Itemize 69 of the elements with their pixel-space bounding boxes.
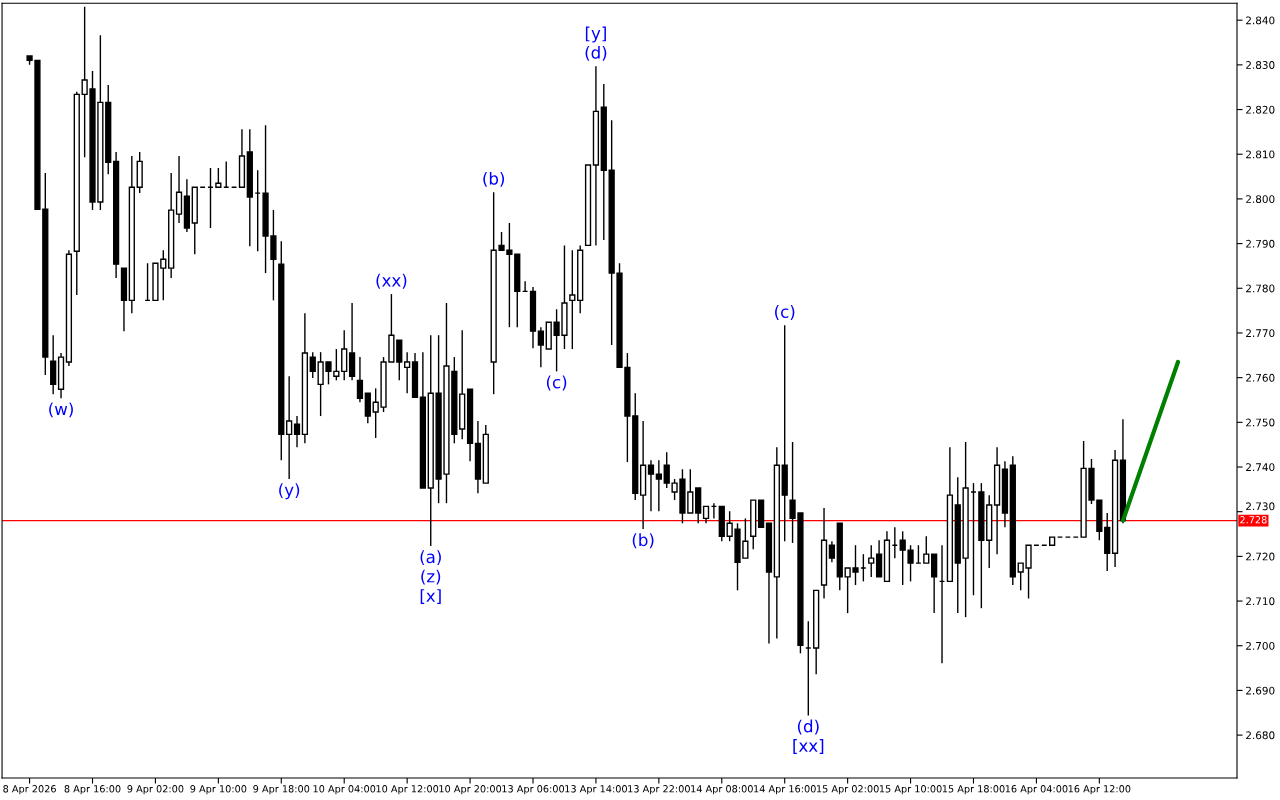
- candlestick: [293, 415, 301, 449]
- candlestick: [348, 302, 356, 382]
- y-tick-label: 2.720: [1246, 552, 1275, 561]
- y-tick-label: 2.770: [1246, 329, 1275, 338]
- x-tick-label: 10 Apr 04:00: [313, 785, 376, 795]
- candlestick: [404, 351, 411, 394]
- x-tick-label: 10 Apr 20:00: [439, 785, 502, 795]
- x-tick-label: 16 Apr 04:00: [1005, 785, 1068, 795]
- y-tick-label: 2.820: [1246, 105, 1275, 114]
- candlestick: [356, 356, 364, 403]
- candlestick: [923, 535, 930, 564]
- y-tick-label: 2.750: [1246, 418, 1275, 427]
- annotation: (a): [420, 550, 441, 566]
- x-tick-label: 14 Apr 16:00: [754, 785, 816, 795]
- candlestick: [175, 155, 183, 224]
- x-tick-label: 15 Apr 10:00: [879, 785, 942, 795]
- x-tick-label: 13 Apr 14:00: [565, 785, 627, 795]
- annotation: (c): [546, 375, 567, 391]
- y-tick-label: 2.780: [1246, 284, 1275, 293]
- annotation: (z): [421, 569, 441, 585]
- annotation: (d): [797, 719, 819, 735]
- y-tick-label: 2.790: [1246, 239, 1275, 248]
- candlestick: [341, 329, 348, 382]
- annotation: (b): [483, 171, 505, 187]
- annotation: (b): [632, 533, 654, 549]
- ref-line-label: 2.728: [1240, 516, 1267, 524]
- annotation: (w): [49, 402, 73, 418]
- x-tick-label: 8 Apr 2026: [3, 785, 56, 795]
- annotation: [x]: [420, 589, 441, 605]
- x-tick-label: 8 Apr 16:00: [64, 785, 121, 795]
- candlestick: [569, 249, 576, 350]
- candlestick: [868, 544, 875, 578]
- candlestick: [364, 392, 371, 424]
- y-tick-label: 2.760: [1246, 373, 1275, 382]
- y-tick-label: 2.700: [1246, 641, 1275, 650]
- x-tick-label: 9 Apr 10:00: [190, 785, 247, 795]
- x-tick-label: 16 Apr 12:00: [1068, 785, 1131, 795]
- y-tick-label: 2.710: [1246, 597, 1275, 606]
- y-tick-label: 2.680: [1246, 731, 1275, 740]
- candlestick: [647, 459, 655, 512]
- candlestick: [931, 553, 938, 614]
- y-tick-label: 2.690: [1246, 686, 1275, 695]
- annotation: (d): [585, 45, 607, 61]
- candlestick: [50, 334, 57, 395]
- x-tick-label: 13 Apr 06:00: [502, 785, 565, 795]
- x-tick-label: 9 Apr 02:00: [127, 785, 184, 795]
- candlestick: [537, 326, 544, 369]
- y-tick-label: 2.740: [1246, 463, 1275, 472]
- candlestick: [215, 167, 222, 188]
- candlestick: [828, 540, 836, 563]
- annotation: (c): [775, 305, 795, 320]
- y-tick-label: 2.800: [1246, 195, 1275, 204]
- x-tick-label: 10 Apr 12:00: [376, 785, 439, 795]
- y-tick-label: 2.730: [1246, 502, 1275, 511]
- candlestick: [655, 459, 662, 512]
- annotation: [y]: [585, 26, 606, 43]
- y-tick-label: 2.810: [1246, 150, 1275, 159]
- candlestick: [875, 539, 883, 578]
- x-tick-label: 13 Apr 22:00: [628, 785, 690, 795]
- x-tick-label: 9 Apr 18:00: [253, 785, 310, 795]
- annotation: (y): [279, 483, 300, 500]
- candlestick: [286, 375, 293, 480]
- x-tick-label: 14 Apr 08:00: [691, 785, 753, 795]
- x-tick-label: 15 Apr 02:00: [817, 785, 879, 795]
- x-tick-label: 15 Apr 18:00: [942, 785, 1005, 795]
- annotation: (xx): [376, 273, 407, 289]
- y-tick-label: 2.840: [1246, 16, 1275, 25]
- y-tick-label: 2.830: [1246, 61, 1275, 69]
- annotation: [xx]: [793, 739, 824, 754]
